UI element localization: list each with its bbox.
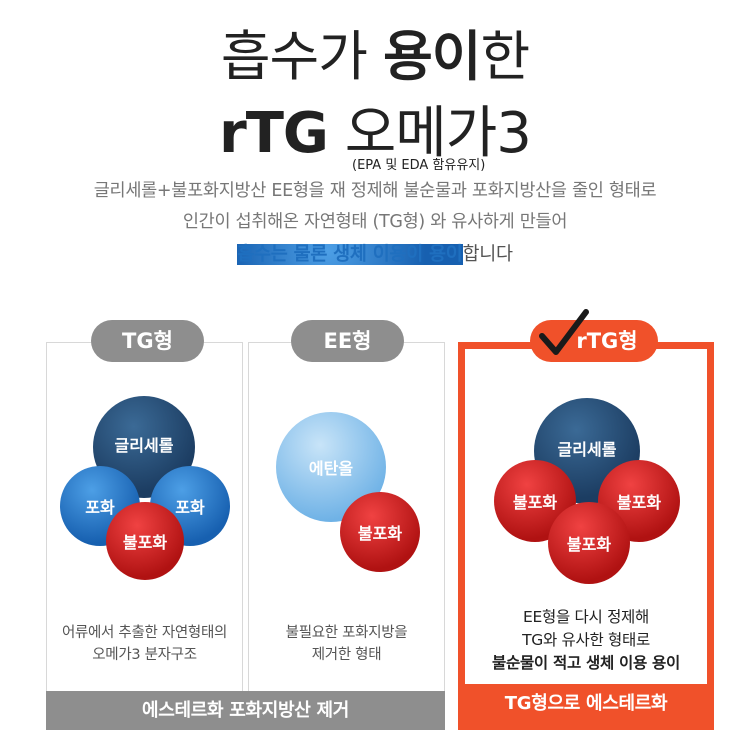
headline-part1: 흡수가 [220, 25, 384, 88]
molecule-glycerol: 글리세롤 [93, 396, 195, 498]
caption-rtg: EE형을 다시 정제해 TG와 유사한 형태로 불순물이 적고 생체 이용 용이 [465, 606, 707, 675]
headline-bold: 용이 [383, 25, 481, 88]
tag-tg: TG형 [91, 320, 204, 362]
tag-rtg: rTG형 [530, 320, 658, 362]
description-line2: 인간이 섭취해온 자연형태 (TG형) 와 유사하게 만들어 [182, 212, 568, 232]
caption-line: 제거한 형태 [311, 647, 382, 663]
caption-line: 어류에서 추출한 자연형태의 [61, 625, 228, 641]
checkmark-icon [539, 309, 589, 355]
caption-ee: 불필요한 포화지방을 제거한 형태 [248, 622, 445, 666]
product-bold: rTG [219, 101, 329, 166]
tag-ee: EE형 [291, 320, 404, 362]
caption-line-bold: 불순물이 적고 생체 이용 용이 [492, 654, 680, 672]
headline-line1: 흡수가 용이한 [0, 12, 750, 91]
bottom-bar-left: 에스테르화 포화지방산 제거 [46, 691, 445, 730]
molecule-unsaturated: 불포화 [548, 502, 630, 584]
caption-line: 오메가3 분자구조 [92, 647, 197, 663]
caption-line: EE형을 다시 정제해 [523, 608, 649, 626]
headline-part2: 한 [480, 25, 530, 88]
tag-rtg-label: rTG형 [576, 329, 638, 353]
description-line1: 글리세롤+불포화지방산 EE형을 재 정제해 불순물과 포화지방산을 줄인 형태… [93, 181, 657, 201]
caption-tg: 어류에서 추출한 자연형태의 오메가3 분자구조 [46, 622, 243, 666]
description-line3: 흡수는 물론 생체 이용이 용이합니다 [0, 240, 750, 266]
headline-note: (EPA 및 EDA 함유유지) [352, 158, 486, 173]
bottom-bar-right: TG형으로 에스테르화 [465, 684, 707, 723]
description-rest: 합니다 [462, 244, 513, 265]
caption-line: TG와 유사한 형태로 [522, 631, 650, 649]
caption-line: 불필요한 포화지방을 [285, 625, 408, 641]
product-rest: 오메가3 [327, 101, 532, 166]
description-highlight: 흡수는 물론 생체 이용이 용이 [237, 244, 463, 265]
molecule-unsaturated: 불포화 [106, 502, 184, 580]
headline-line2: rTG 오메가3 [0, 88, 750, 169]
molecule-unsaturated: 불포화 [340, 492, 420, 572]
